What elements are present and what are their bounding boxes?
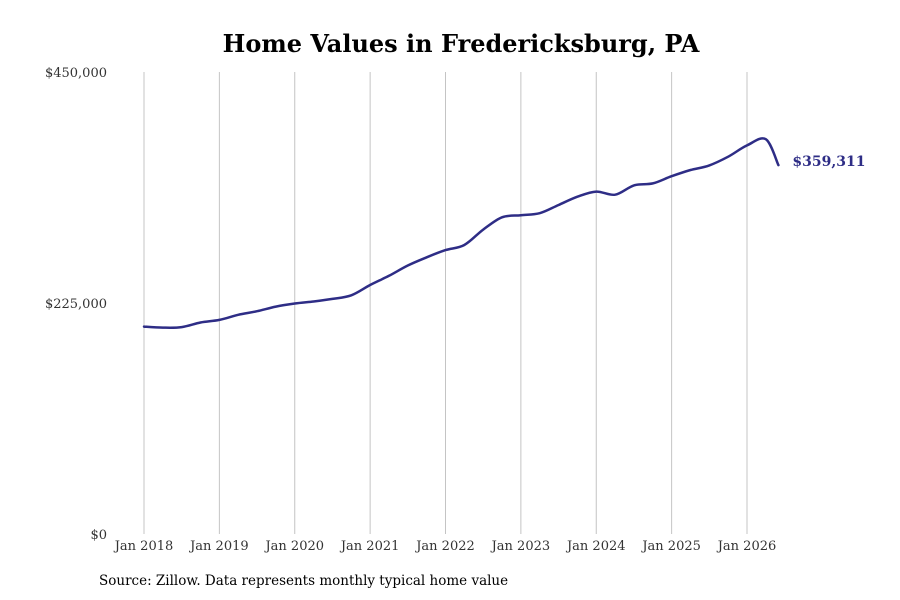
x-tick-label: Jan 2024 [565,539,626,554]
x-tick-label: Jan 2021 [339,539,400,554]
x-tick-label: Jan 2022 [414,539,475,554]
x-tick-label: Jan 2026 [716,539,777,554]
chart-title: Home Values in Fredericksburg, PA [223,29,700,58]
y-axis-ticks: $0 $225,000 $450,000 [45,66,107,543]
grid-lines [143,72,748,534]
series-line [142,137,780,329]
end-value-label: $359,311 [792,154,865,170]
x-tick-label: Jan 2020 [263,539,324,554]
x-tick-label: Jan 2019 [188,539,249,554]
x-tick-label: Jan 2018 [113,539,174,554]
x-tick-label: Jan 2023 [490,539,551,554]
x-axis-ticks: Jan 2018 Jan 2019 Jan 2020 Jan 2021 Jan 2022… [113,539,777,554]
x-tick-label: Jan 2025 [640,539,701,554]
source-note: Source: Zillow. Data represents monthly … [99,573,509,589]
y-tick-label: $0 [90,528,107,543]
y-tick-label: $450,000 [45,66,107,81]
y-tick-label: $225,000 [45,297,107,312]
